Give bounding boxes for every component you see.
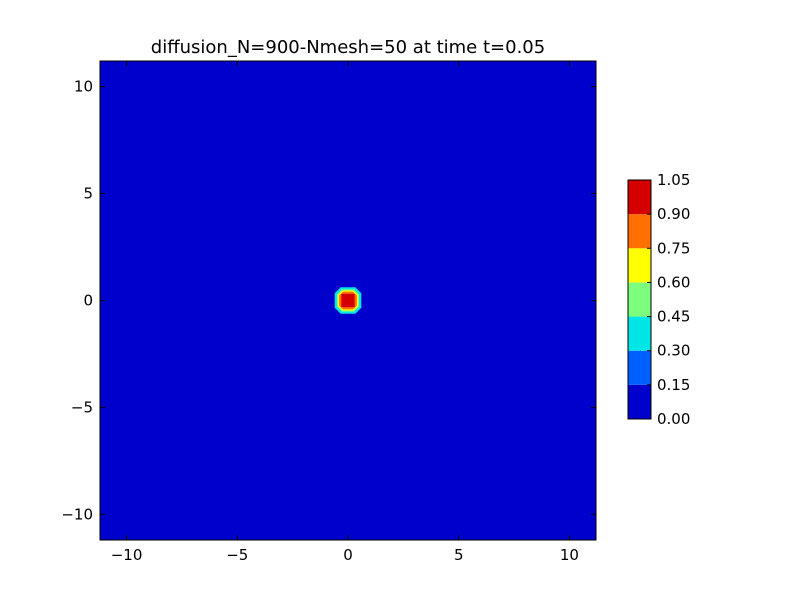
x-tick-label: 5 (454, 546, 464, 564)
x-axis-ticks: −10 −5 0 5 10 (111, 61, 579, 564)
chart-title: diffusion_N=900-Nmesh=50 at time t=0.05 (151, 37, 545, 58)
colorbar-frame (627, 179, 652, 420)
colorbar-segment (628, 316, 651, 351)
colorbar-tick-label: 0.15 (657, 376, 690, 394)
colorbar-tick-label: 0.60 (657, 273, 690, 291)
y-tick-label: −5 (71, 398, 93, 416)
y-tick-label: 10 (74, 78, 93, 96)
y-axis-ticks: −10 −5 0 5 10 (61, 78, 596, 523)
colorbar-segment (628, 248, 651, 283)
colorbar-tick-label: 0.30 (657, 342, 690, 360)
colorbar: 0.00 0.15 0.30 0.45 0.60 0.75 0.90 1.05 (627, 171, 690, 428)
colorbar-tick-label: 0.75 (657, 239, 690, 257)
x-tick-label: 0 (343, 546, 353, 564)
colorbar-segment (628, 282, 651, 317)
diffusion-blob (334, 287, 362, 314)
colorbar-tick-label: 0.45 (657, 308, 690, 326)
contour-level-0_9 (341, 293, 355, 308)
y-tick-label: −10 (61, 505, 93, 523)
colorbar-tick-label: 1.05 (657, 171, 690, 189)
y-tick-label: 5 (83, 185, 93, 203)
colorbar-segment (628, 214, 651, 249)
x-tick-label: 10 (560, 546, 579, 564)
colorbar-tick-label: 0.00 (657, 410, 690, 428)
x-tick-label: −5 (226, 546, 248, 564)
y-tick-label: 0 (83, 292, 93, 310)
colorbar-segment (628, 180, 651, 215)
colorbar-segment (628, 350, 651, 385)
x-tick-label: −10 (111, 546, 143, 564)
colorbar-segment (628, 384, 651, 419)
colorbar-tick-label: 0.90 (657, 205, 690, 223)
plot-area: −10 −5 0 5 10 −10 −5 0 5 10 (61, 60, 597, 564)
